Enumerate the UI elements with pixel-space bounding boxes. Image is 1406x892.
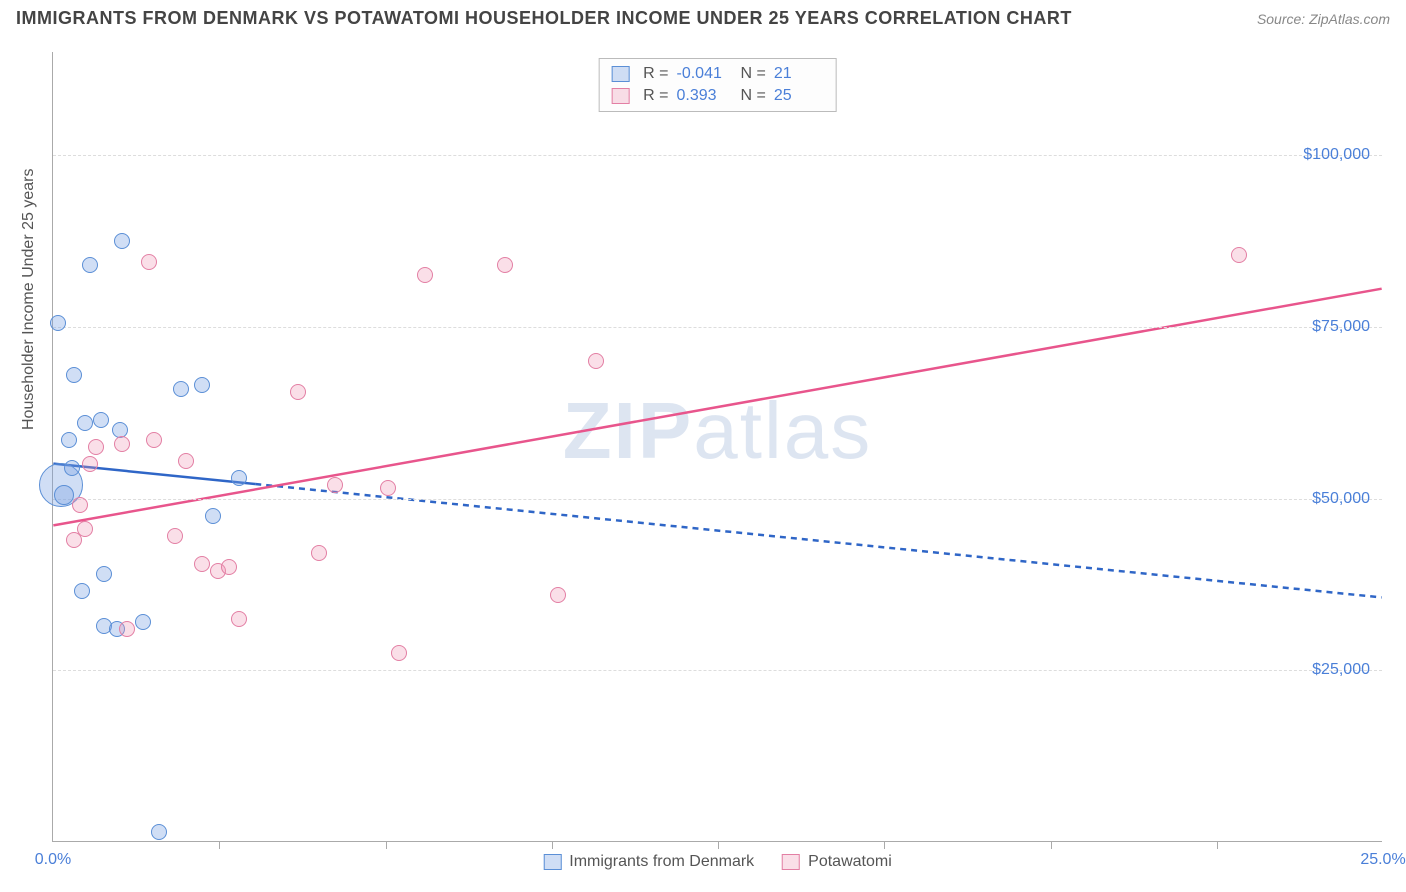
ytick-label: $75,000 <box>1312 318 1370 336</box>
legend-stats-box: R = -0.041 N = 21 R = 0.393 N = 25 <box>598 58 837 112</box>
xtick-minor <box>552 841 553 849</box>
regression-line-denmark <box>255 484 1381 597</box>
point-denmark <box>135 614 151 630</box>
point-potawatomi <box>146 432 162 448</box>
gridline <box>53 327 1382 328</box>
point-denmark <box>151 824 167 840</box>
xtick-minor <box>718 841 719 849</box>
point-potawatomi <box>178 453 194 469</box>
point-potawatomi <box>311 545 327 561</box>
point-denmark <box>231 470 247 486</box>
n-label: N = <box>741 63 766 85</box>
point-potawatomi <box>72 497 88 513</box>
r-label: R = <box>643 63 668 85</box>
point-potawatomi <box>231 611 247 627</box>
chart-title: IMMIGRANTS FROM DENMARK VS POTAWATOMI HO… <box>16 8 1072 29</box>
ytick-label: $100,000 <box>1303 146 1370 164</box>
point-denmark <box>173 381 189 397</box>
swatch-denmark <box>611 66 629 82</box>
ytick-label: $50,000 <box>1312 490 1370 508</box>
xtick-minor <box>386 841 387 849</box>
xtick-minor <box>1217 841 1218 849</box>
point-denmark <box>205 508 221 524</box>
ytick-label: $25,000 <box>1312 661 1370 679</box>
point-potawatomi <box>327 477 343 493</box>
header: IMMIGRANTS FROM DENMARK VS POTAWATOMI HO… <box>0 0 1406 33</box>
point-potawatomi <box>380 480 396 496</box>
point-denmark <box>77 415 93 431</box>
point-potawatomi <box>417 267 433 283</box>
n-value-potawatomi: 25 <box>774 85 824 107</box>
swatch-denmark-bottom <box>543 854 561 870</box>
point-denmark <box>93 412 109 428</box>
point-denmark <box>96 566 112 582</box>
point-potawatomi <box>77 521 93 537</box>
point-potawatomi <box>141 254 157 270</box>
point-denmark <box>74 583 90 599</box>
xtick-left: 0.0% <box>35 851 71 869</box>
regression-line-potawatomi <box>53 289 1381 526</box>
point-denmark <box>82 257 98 273</box>
point-denmark <box>61 432 77 448</box>
r-label: R = <box>643 85 668 107</box>
xtick-right: 25.0% <box>1360 851 1405 869</box>
gridline <box>53 155 1382 156</box>
point-potawatomi <box>391 645 407 661</box>
point-potawatomi <box>88 439 104 455</box>
point-potawatomi <box>588 353 604 369</box>
point-potawatomi <box>119 621 135 637</box>
legend-item-denmark: Immigrants from Denmark <box>543 853 754 871</box>
swatch-potawatomi-bottom <box>782 854 800 870</box>
point-denmark <box>64 460 80 476</box>
point-potawatomi <box>290 384 306 400</box>
point-denmark <box>114 233 130 249</box>
source-text: Source: ZipAtlas.com <box>1257 11 1390 27</box>
point-potawatomi <box>82 456 98 472</box>
gridline <box>53 499 1382 500</box>
point-potawatomi <box>550 587 566 603</box>
y-axis-label: Householder Income Under 25 years <box>20 169 38 430</box>
legend-row-denmark: R = -0.041 N = 21 <box>611 63 824 85</box>
point-denmark <box>66 367 82 383</box>
legend-item-potawatomi: Potawatomi <box>782 853 892 871</box>
point-potawatomi <box>167 528 183 544</box>
legend-label-denmark: Immigrants from Denmark <box>569 853 754 871</box>
point-denmark <box>54 485 74 505</box>
regression-lines-svg <box>53 52 1382 841</box>
legend-series-box: Immigrants from Denmark Potawatomi <box>543 853 892 871</box>
point-potawatomi <box>114 436 130 452</box>
point-potawatomi <box>194 556 210 572</box>
xtick-minor <box>1051 841 1052 849</box>
legend-row-potawatomi: R = 0.393 N = 25 <box>611 85 824 107</box>
n-value-denmark: 21 <box>774 63 824 85</box>
point-potawatomi <box>497 257 513 273</box>
xtick-minor <box>884 841 885 849</box>
point-potawatomi <box>221 559 237 575</box>
xtick-minor <box>219 841 220 849</box>
point-denmark <box>194 377 210 393</box>
r-value-potawatomi: 0.393 <box>677 85 727 107</box>
legend-label-potawatomi: Potawatomi <box>808 853 892 871</box>
r-value-denmark: -0.041 <box>677 63 727 85</box>
gridline <box>53 670 1382 671</box>
n-label: N = <box>741 85 766 107</box>
point-potawatomi <box>1231 247 1247 263</box>
point-denmark <box>50 315 66 331</box>
swatch-potawatomi <box>611 88 629 104</box>
chart-plot-area: ZIPatlas R = -0.041 N = 21 R = 0.393 N =… <box>52 52 1382 842</box>
